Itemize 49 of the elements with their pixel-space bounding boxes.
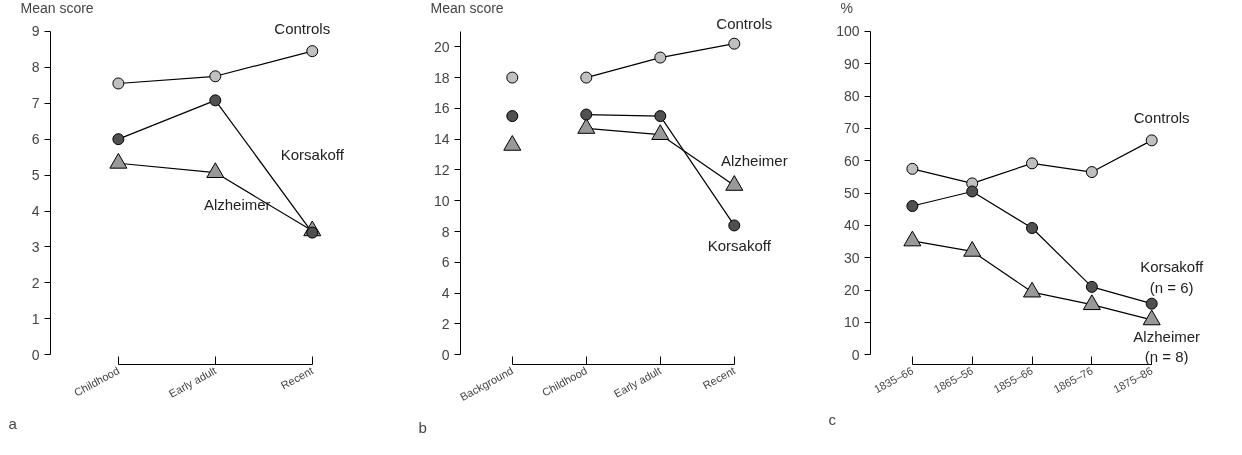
y-tick-label: 40 <box>843 217 860 234</box>
y-tick-label: 18 <box>433 69 450 86</box>
y-tick-label: 100 <box>836 23 860 40</box>
y-tick-label: 5 <box>31 167 40 184</box>
x-tick-label: Early adult <box>611 364 664 400</box>
y-tick-label: 70 <box>843 120 860 137</box>
y-tick-label: 20 <box>433 38 450 55</box>
y-tick-label: 10 <box>433 192 450 209</box>
series-label: Controls <box>1133 109 1190 127</box>
series-label: Alzheimer <box>720 152 788 170</box>
series-label: Controls <box>716 14 773 32</box>
y-tick-label: 30 <box>843 249 860 266</box>
y-tick-label: 3 <box>31 238 40 255</box>
y-tick-label: 14 <box>433 131 450 148</box>
series-label: Korsakoff <box>280 145 345 163</box>
y-tick-label: 8 <box>441 223 450 240</box>
series-label: Controls <box>274 20 331 38</box>
series-label: Korsakoff <box>707 237 772 255</box>
y-tick-label: 9 <box>31 23 40 40</box>
y-tick-label: 1 <box>31 310 40 327</box>
series-label: Korsakoff (n = 6) <box>1140 258 1205 296</box>
text: c <box>828 410 837 428</box>
series-label: Alzheimer <box>203 195 271 213</box>
y-tick-label: 60 <box>843 152 860 169</box>
y-axis-title: % <box>840 0 853 16</box>
y-tick-label: 0 <box>441 346 450 363</box>
y-tick-label: 16 <box>433 100 450 117</box>
series-label: Alzheimer (n = 8) <box>1133 327 1201 366</box>
y-tick-label: 0 <box>31 346 40 363</box>
text: a <box>8 414 18 432</box>
y-tick-label: 80 <box>843 88 860 105</box>
x-tick-label: Early adult <box>166 364 219 400</box>
y-tick-label: 50 <box>843 185 860 202</box>
y-tick-label: 4 <box>441 285 450 302</box>
text: b <box>418 418 427 436</box>
y-tick-label: 8 <box>31 59 40 76</box>
y-tick-label: 0 <box>851 346 860 363</box>
y-tick-label: 2 <box>31 274 40 291</box>
y-tick-label: 4 <box>31 203 40 220</box>
y-axis-title: Mean score <box>430 0 504 16</box>
y-tick-label: 90 <box>843 55 860 72</box>
y-tick-label: 20 <box>843 282 860 299</box>
y-tick-label: 6 <box>31 131 40 148</box>
y-tick-label: 7 <box>31 95 40 112</box>
y-tick-label: 10 <box>843 314 860 331</box>
y-tick-label: 6 <box>441 254 450 271</box>
y-tick-label: 12 <box>433 161 450 178</box>
y-tick-label: 2 <box>441 316 450 332</box>
y-axis-title: Mean score <box>20 0 94 16</box>
